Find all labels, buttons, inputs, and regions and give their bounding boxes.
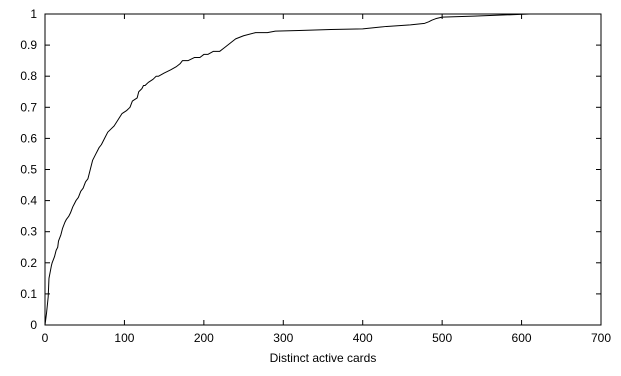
y-tick-label: 0.6 (20, 131, 37, 145)
y-tick-label: 1 (30, 7, 37, 21)
x-tick-label: 300 (273, 331, 293, 345)
x-tick-label: 100 (114, 331, 134, 345)
series-line (44, 13, 530, 326)
x-axis-label: Distinct active cards (270, 351, 377, 365)
y-tick-label: 0.9 (20, 38, 37, 52)
x-tick-label: 400 (353, 331, 373, 345)
y-tick-label: 0.3 (20, 225, 37, 239)
y-tick-label: 0.8 (20, 69, 37, 83)
y-tick-label: 0.7 (20, 100, 37, 114)
y-tick-label: 0 (30, 318, 37, 332)
y-tick-label: 0.5 (20, 163, 37, 177)
tick-label-layer: 0 100 200 300 400 500 600 700 0 0.1 0.2 0.3 0.4 0.5 0.… (20, 7, 611, 345)
y-tick-label: 0.4 (20, 194, 37, 208)
y-tick-label: 0.1 (20, 287, 37, 301)
x-tick-label: 700 (591, 331, 611, 345)
tick-layer (44, 13, 602, 326)
series-layer (44, 13, 530, 326)
x-tick-label: 200 (194, 331, 214, 345)
x-tick-label: 0 (42, 331, 49, 345)
x-tick-label: 500 (432, 331, 452, 345)
x-tick-label: 600 (512, 331, 532, 345)
plot-frame (44, 13, 602, 326)
y-tick-label: 0.2 (20, 256, 37, 270)
